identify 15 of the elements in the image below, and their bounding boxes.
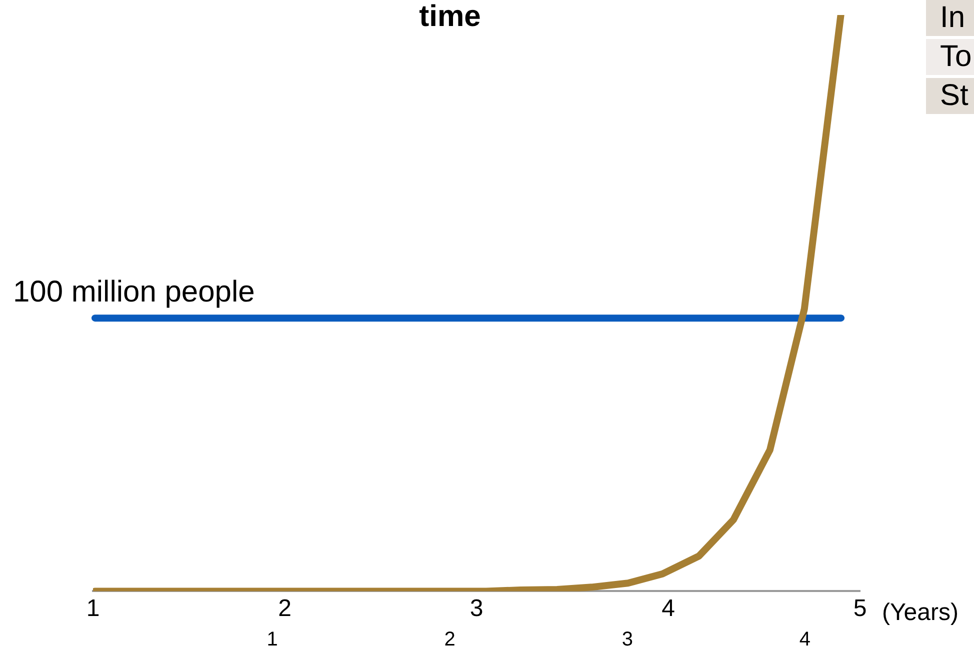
text: In — [926, 0, 974, 36]
x-tick-label: 1 — [86, 595, 100, 622]
text: To — [926, 39, 974, 75]
x2-tick-label: 3 — [622, 628, 633, 651]
x2-tick-label: 1 — [266, 628, 278, 651]
x-tick-label: 3 — [470, 595, 484, 622]
x-tick-label: 4 — [662, 595, 675, 622]
x-tick-label: 5 — [853, 595, 867, 622]
x-tick-label: 2 — [278, 595, 292, 622]
x2-tick-label: 2 — [444, 628, 456, 651]
x2-tick-label: 4 — [799, 628, 811, 651]
chart-title: time — [418, 0, 482, 34]
ref-line-label: 100 million people — [13, 275, 255, 308]
text: St — [926, 78, 974, 114]
x-axis-title: (Years) — [882, 598, 958, 626]
